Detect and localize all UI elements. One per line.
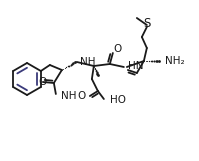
Text: S: S	[143, 16, 151, 29]
Text: HN: HN	[128, 61, 143, 71]
Text: O: O	[78, 91, 86, 101]
Text: HO: HO	[110, 95, 126, 105]
Text: O: O	[39, 76, 47, 86]
Text: O: O	[114, 44, 122, 54]
Text: NH: NH	[61, 91, 76, 101]
Text: NH: NH	[80, 57, 95, 66]
Text: NH₂: NH₂	[165, 56, 184, 66]
